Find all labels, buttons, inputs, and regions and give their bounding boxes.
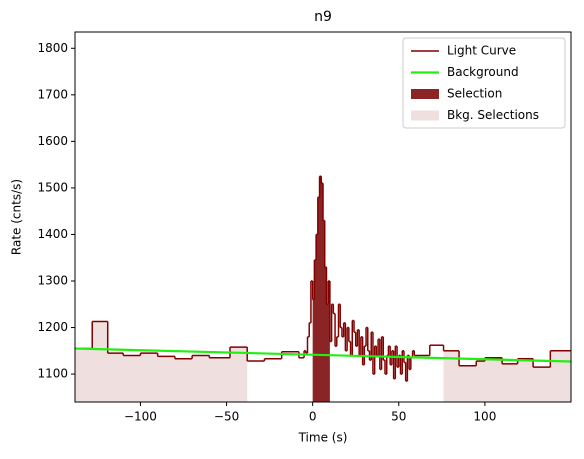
x-tick-label: −50	[214, 410, 239, 424]
background-line	[75, 347, 571, 363]
plot-frame	[74, 31, 572, 403]
y-tick-label: 1700	[37, 87, 68, 101]
y-tick-label: 1600	[37, 134, 68, 148]
legend-label: Background	[447, 65, 519, 79]
x-tick-label: 0	[309, 410, 317, 424]
legend-label: Bkg. Selections	[447, 108, 539, 122]
y-tick-label: 1400	[37, 227, 68, 241]
selection	[312, 176, 330, 402]
legend-swatch	[411, 89, 439, 99]
y-tick-label: 1300	[37, 273, 68, 287]
x-axis-label: Time (s)	[298, 431, 348, 445]
legend-label: Selection	[447, 87, 502, 101]
plot-area	[75, 175, 571, 402]
bkg-selection	[75, 321, 248, 402]
x-tick-label: 50	[391, 410, 406, 424]
y-tick-label: 1500	[37, 180, 68, 194]
y-tick-label: 1100	[37, 367, 68, 381]
x-tick-label: 100	[473, 410, 496, 424]
x-tick-label: −100	[124, 410, 157, 424]
y-axis-label: Rate (cnts/s)	[10, 179, 24, 255]
y-tick-label: 1200	[37, 320, 68, 334]
legend-box	[402, 37, 566, 129]
y-tick-label: 1800	[37, 41, 68, 55]
legend-label: Light Curve	[447, 44, 516, 58]
legend-swatch	[411, 110, 439, 121]
chart-title: n9	[314, 9, 332, 25]
bkg-selection	[443, 350, 571, 402]
